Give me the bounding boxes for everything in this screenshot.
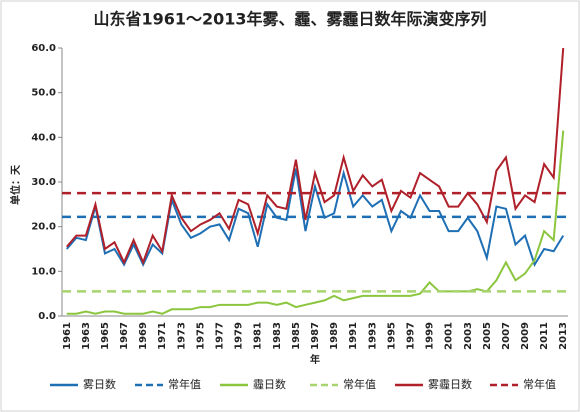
y-tick-label: 60.0: [31, 43, 56, 54]
x-tick-label: 1989: [329, 322, 340, 350]
legend-label: 霾日数: [253, 378, 286, 391]
x-tick-label: 1983: [272, 322, 283, 350]
series-line: [66, 47, 565, 266]
x-tick-label: 2011: [539, 322, 550, 350]
legend-label: 雾霾日数: [428, 378, 472, 391]
x-tick-label: 2003: [463, 322, 474, 350]
y-tick-label: 30.0: [31, 177, 56, 188]
x-tick-label: 2007: [501, 322, 512, 350]
x-tick-label: 2005: [482, 322, 493, 350]
series-line: [66, 168, 565, 268]
y-tick-label: 40.0: [31, 132, 56, 143]
y-tick-label: 0.0: [38, 311, 56, 322]
y-axis-label: 单位：天: [9, 164, 22, 205]
x-tick-label: 1991: [348, 322, 359, 350]
x-tick-label: 1985: [291, 322, 302, 350]
x-tick-label: 1995: [386, 322, 397, 350]
y-tick-label: 50.0: [31, 88, 56, 99]
x-tick-label: 1979: [234, 322, 245, 350]
x-tick-label: 1961: [62, 322, 73, 350]
chart-title: 山东省1961～2013年雾、霾、雾霾日数年际演变序列: [93, 10, 486, 29]
x-tick-label: 1977: [215, 322, 226, 350]
legend-label: 常年值: [523, 377, 556, 391]
x-tick-label: 1965: [100, 322, 111, 350]
x-tick-label: 1987: [310, 322, 321, 350]
y-tick-label: 20.0: [31, 222, 56, 233]
x-tick-label: 1975: [195, 322, 206, 350]
x-tick-label: 1999: [425, 322, 436, 350]
x-tick-label: 1973: [176, 322, 187, 350]
x-tick-label: 1971: [157, 322, 168, 350]
series-line: [66, 130, 565, 315]
x-tick-label: 2001: [444, 322, 455, 350]
x-tick-label: 1969: [138, 322, 149, 350]
x-tick-label: 2013: [558, 322, 569, 350]
y-tick-label: 10.0: [31, 266, 56, 277]
x-tick-label: 1967: [119, 322, 130, 350]
x-tick-label: 1997: [405, 322, 416, 350]
legend-label: 常年值: [343, 377, 376, 391]
legend-label: 雾日数: [83, 378, 116, 391]
x-tick-label: 1993: [367, 322, 378, 350]
x-axis-label: 年: [310, 353, 320, 366]
legend-label: 常年值: [168, 377, 201, 391]
x-tick-label: 1981: [253, 322, 264, 350]
x-tick-label: 2009: [520, 322, 531, 350]
x-tick-label: 1963: [81, 322, 92, 350]
